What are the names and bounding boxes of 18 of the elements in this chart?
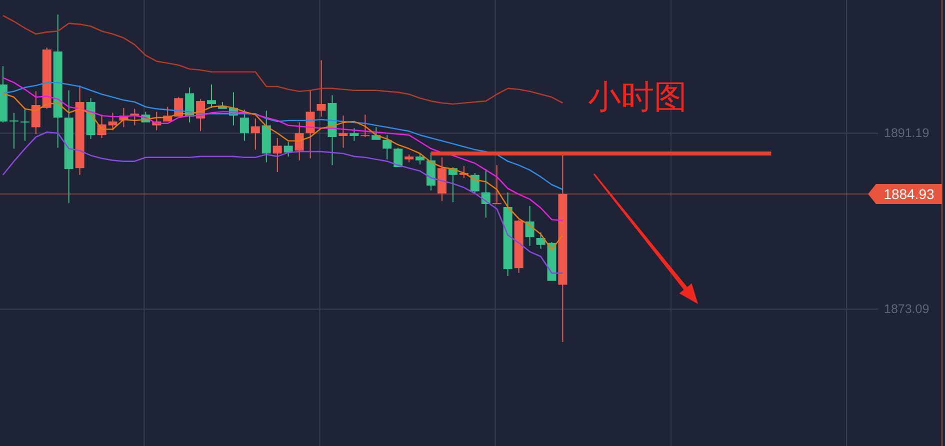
candlestick (350, 128, 359, 141)
line-series (2, 92, 564, 250)
y-tick-label: 1873.09 (884, 302, 930, 316)
candlestick (492, 165, 502, 204)
candlestick (20, 108, 30, 141)
candlestick (9, 112, 18, 149)
candlestick (250, 118, 260, 150)
text: 小时图 (588, 77, 687, 116)
ref-line-label: 1884.93 (884, 186, 935, 202)
y-tick-label: 1891.19 (884, 126, 930, 140)
line-series (2, 14, 564, 105)
line-series (2, 132, 564, 274)
candlestick (404, 154, 414, 162)
candlestick (338, 116, 348, 148)
candlestick (316, 60, 326, 117)
line-series (2, 77, 564, 222)
candlestick (207, 84, 216, 108)
line-series (2, 82, 564, 190)
